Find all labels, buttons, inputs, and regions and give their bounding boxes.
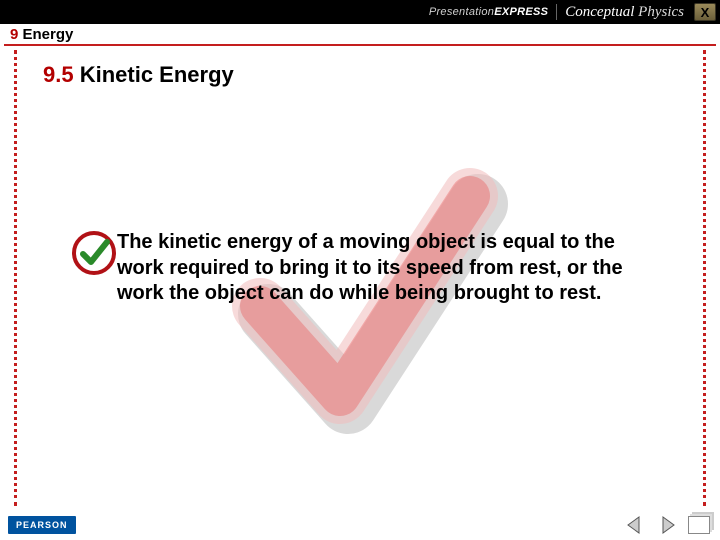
- header-rule: [4, 44, 716, 46]
- chevron-right-icon: [656, 515, 678, 535]
- section-name: Kinetic Energy: [80, 62, 234, 87]
- chevron-left-icon: [624, 515, 646, 535]
- next-slide-button[interactable]: [654, 514, 680, 536]
- section-title: 9.5 Kinetic Energy: [43, 62, 679, 88]
- footer: PEARSON: [0, 510, 720, 540]
- close-button[interactable]: X: [694, 3, 716, 21]
- chapter-title: Energy: [23, 26, 74, 43]
- check-concept-icon: [71, 230, 117, 276]
- slide-nav: [622, 514, 712, 536]
- close-icon: X: [701, 5, 710, 20]
- concept-text: The kinetic energy of a moving object is…: [117, 230, 643, 307]
- brand-presentation-express: PresentationEXPRESS: [429, 6, 548, 18]
- chapter-heading: 9 Energy: [10, 26, 73, 43]
- pages-icon: [688, 516, 710, 534]
- slide-root: PresentationEXPRESS Conceptual Physics X…: [0, 0, 720, 540]
- prev-slide-button[interactable]: [622, 514, 648, 536]
- content-area: 9.5 Kinetic Energy The kinetic energy of…: [14, 50, 706, 506]
- topbar: PresentationEXPRESS Conceptual Physics X: [0, 0, 720, 24]
- topbar-separator: [556, 4, 557, 20]
- section-number: 9.5: [43, 62, 74, 87]
- publisher-logo: PEARSON: [8, 516, 76, 534]
- chapter-number: 9: [10, 26, 18, 43]
- slide-sorter-button[interactable]: [686, 514, 712, 536]
- concept-block: The kinetic energy of a moving object is…: [81, 230, 643, 307]
- brand-conceptual-physics: Conceptual Physics: [565, 4, 684, 21]
